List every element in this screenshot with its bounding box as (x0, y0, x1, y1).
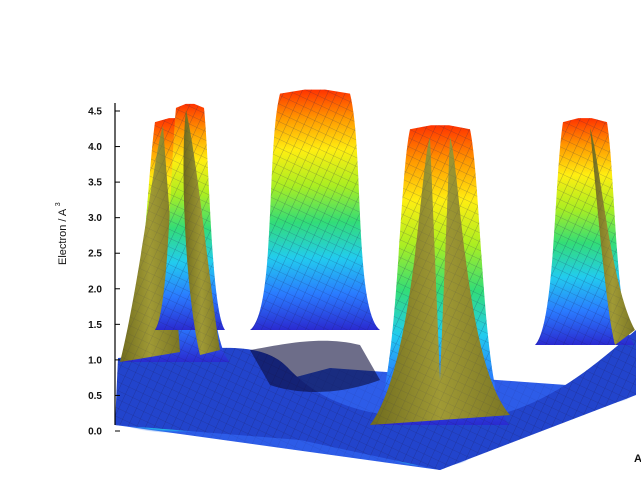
surface-basin (115, 330, 636, 470)
z-tick-label: 1.0 (88, 355, 102, 366)
z-tick-label: 0.5 (88, 391, 102, 402)
surface-peak (250, 89, 380, 331)
z-tick-label: 4.5 (88, 107, 102, 118)
surface-peak (155, 103, 225, 355)
surface-peak-mesh (250, 89, 380, 331)
z-tick-label: 0.0 (88, 427, 102, 438)
z-axis: 0.0 0.5 1.0 1.5 2.0 2.5 3.0 3.5 4.0 4.5 (88, 103, 120, 438)
surface-peaks (120, 89, 635, 425)
z-tick-label: 3.5 (88, 178, 102, 189)
surface-peak-underside-mesh (183, 109, 220, 355)
svg-text:Electron / A 3: Electron / A 3 (55, 202, 69, 265)
z-axis-title: Electron / A (57, 208, 69, 265)
z-tick-label: 3.0 (88, 213, 102, 224)
surface-peak (535, 118, 635, 345)
z-tick-label: 2.0 (88, 284, 102, 295)
surface-peak (370, 125, 510, 425)
surface-peak-underside-mesh (370, 137, 510, 425)
z-axis-title-group: Electron / A 3 (55, 202, 69, 265)
z-tick-label: 1.5 (88, 320, 102, 331)
x-axis-title-clipped: A (634, 453, 641, 465)
z-tick-label: 4.0 (88, 142, 102, 153)
surface-peak-underside-mesh (590, 128, 635, 345)
z-tick-label: 2.5 (88, 249, 102, 260)
z-axis-title-superscript: 3 (55, 202, 62, 206)
